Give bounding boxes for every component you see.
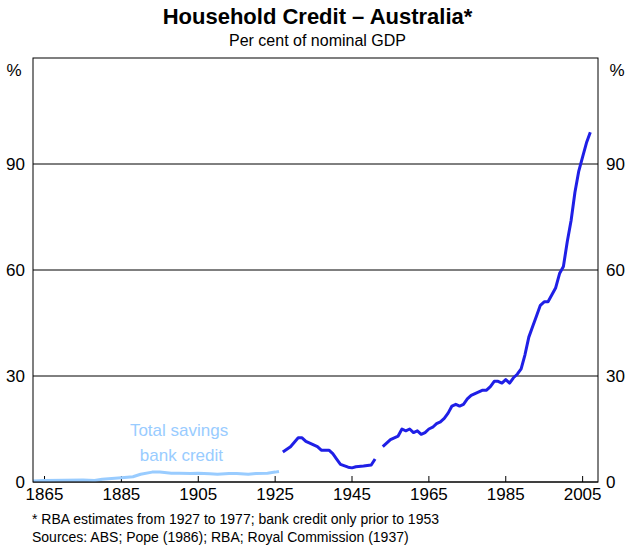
x-tick-label: 1985 — [487, 485, 525, 504]
y-tick-label-right: 0 — [606, 473, 615, 492]
x-tick — [352, 476, 353, 482]
series-line — [283, 132, 590, 468]
y-tick-label: 60 — [6, 261, 25, 280]
x-tick — [582, 476, 583, 482]
subtitle: Per cent of nominal GDP — [229, 32, 406, 49]
y-unit-left: % — [6, 61, 21, 80]
x-tick-label: 1965 — [410, 485, 448, 504]
y-tick-label: 90 — [6, 155, 25, 174]
x-tick-label: 1885 — [102, 485, 140, 504]
x-tick-label: 1925 — [256, 485, 294, 504]
grid-line — [33, 164, 598, 165]
chart: Household Credit – Australia* Per cent of… — [0, 0, 635, 558]
footnote: Sources: ABS; Pope (1986); RBA; Royal Co… — [32, 529, 409, 545]
title: Household Credit – Australia* — [163, 4, 473, 29]
y-tick-label-right: 60 — [606, 261, 625, 280]
x-tick — [505, 476, 506, 482]
x-tick — [428, 476, 429, 482]
x-tick-label: 2005 — [564, 485, 602, 504]
y-tick-label: 0 — [16, 473, 25, 492]
x-tick-label: 1905 — [179, 485, 217, 504]
y-tick-label: 30 — [6, 367, 25, 386]
series-line — [33, 471, 279, 481]
x-tick-label: 1865 — [26, 485, 64, 504]
series-label: Total savings bank credit — [130, 421, 228, 465]
background — [0, 0, 635, 558]
x-tick — [198, 476, 199, 482]
x-tick — [275, 476, 276, 482]
footnote: * RBA estimates from 1927 to 1977; bank … — [32, 511, 439, 527]
x-tick-label: 1945 — [333, 485, 371, 504]
plot-area — [33, 132, 590, 481]
y-unit-right: % — [609, 61, 624, 80]
grid-line — [33, 270, 598, 271]
frame — [33, 58, 598, 482]
y-tick-label-right: 90 — [606, 155, 625, 174]
y-tick-label-right: 30 — [606, 367, 625, 386]
